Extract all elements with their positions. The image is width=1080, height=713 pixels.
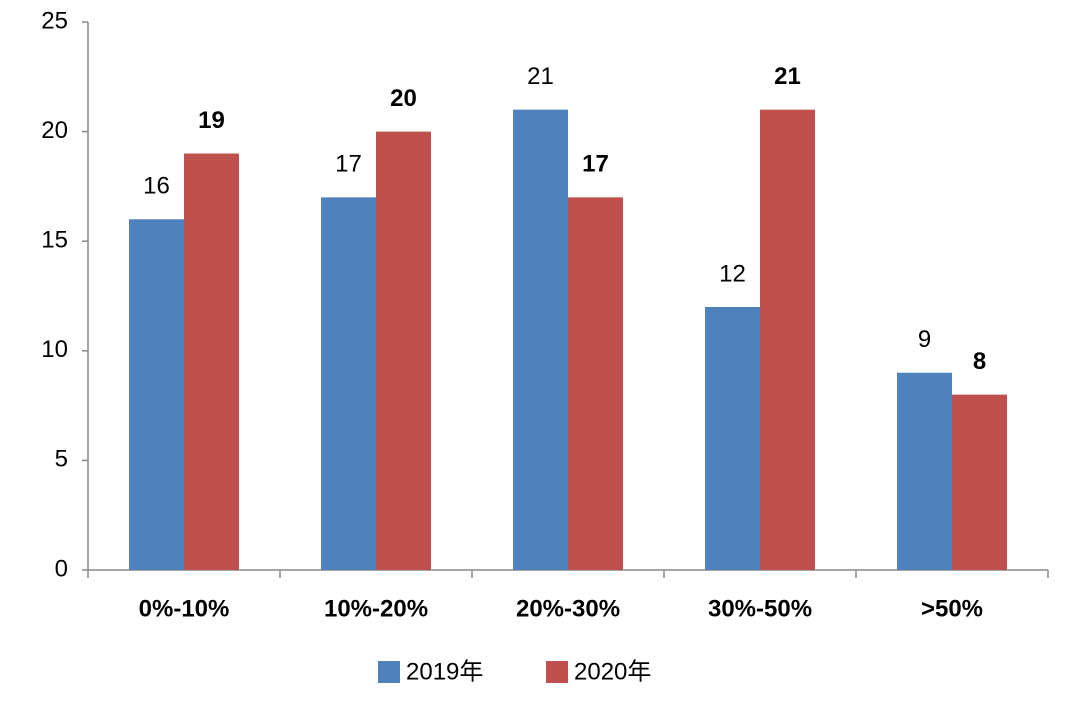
value-label: 21 xyxy=(527,63,554,90)
bar xyxy=(321,197,376,571)
bar xyxy=(513,109,568,571)
bar xyxy=(129,219,184,570)
bar xyxy=(952,394,1007,570)
y-tick-label: 5 xyxy=(55,446,68,473)
value-label: 19 xyxy=(198,107,225,134)
y-tick-label: 15 xyxy=(41,227,68,254)
value-label: 12 xyxy=(719,260,746,287)
bar xyxy=(376,131,431,570)
y-tick-label: 25 xyxy=(41,7,68,34)
bar xyxy=(897,372,952,570)
y-tick-label: 20 xyxy=(41,117,68,144)
legend-label: 2020年 xyxy=(574,658,651,685)
x-tick-label: 0%-10% xyxy=(139,595,230,622)
x-tick-label: >50% xyxy=(921,595,983,622)
bar xyxy=(184,153,239,570)
bar xyxy=(760,109,815,571)
legend-swatch xyxy=(546,661,568,683)
x-tick-label: 10%-20% xyxy=(324,595,428,622)
value-label: 20 xyxy=(390,85,417,112)
bar xyxy=(568,197,623,571)
bar xyxy=(705,306,760,570)
value-label: 8 xyxy=(973,348,986,375)
x-tick-label: 30%-50% xyxy=(708,595,812,622)
legend-swatch xyxy=(378,661,400,683)
value-label: 17 xyxy=(582,151,609,178)
x-tick-label: 20%-30% xyxy=(516,595,620,622)
value-label: 16 xyxy=(143,173,170,200)
legend-label: 2019年 xyxy=(406,658,483,685)
y-tick-label: 10 xyxy=(41,336,68,363)
value-label: 21 xyxy=(774,63,801,90)
y-tick-label: 0 xyxy=(55,555,68,582)
value-label: 9 xyxy=(918,326,931,353)
value-label: 17 xyxy=(335,151,362,178)
